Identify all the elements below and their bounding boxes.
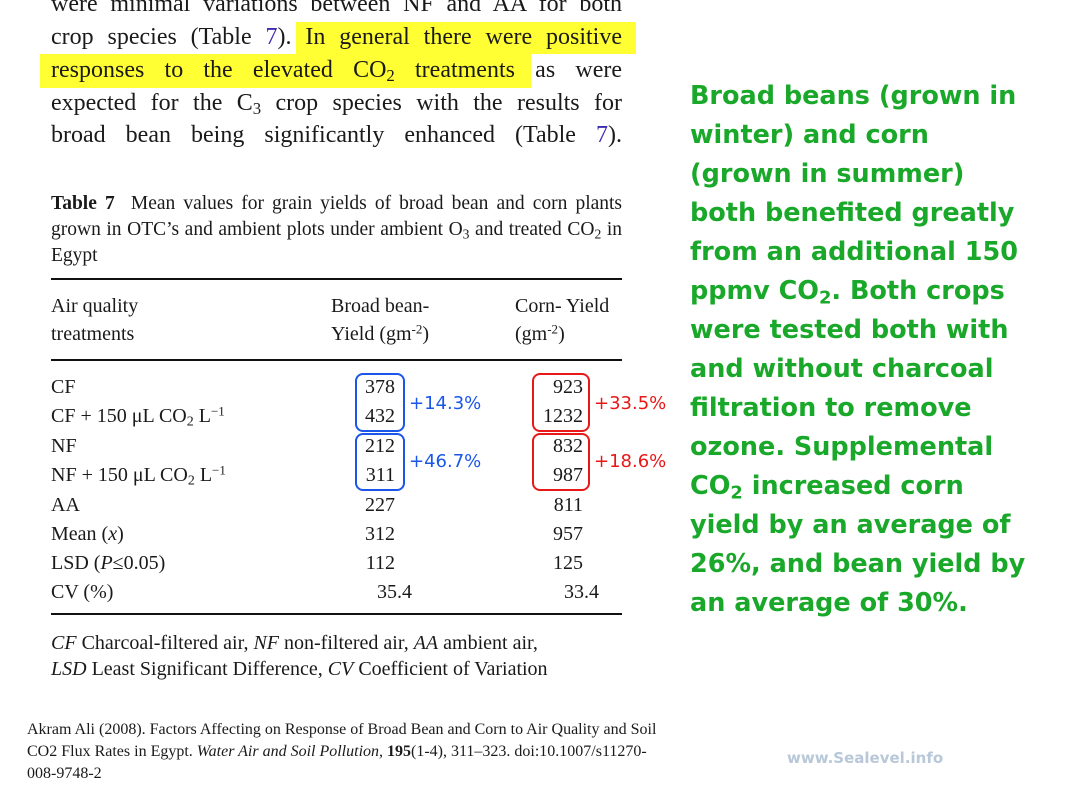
table-footnote: CF Charcoal-filtered air, NF non-filtere… xyxy=(51,632,538,654)
row-label: LSD (P≤0.05) xyxy=(51,552,166,574)
paragraph-line: expected for the C3 crop species with th… xyxy=(51,90,622,119)
corn-yield-cell: 811 xyxy=(553,494,583,516)
paragraph-line: responses to the elevated CO2 treatments… xyxy=(51,57,622,86)
bean-yield-cell: 432 xyxy=(365,405,395,427)
bean-yield-cell: 212 xyxy=(365,435,395,457)
row-label: NF xyxy=(51,435,77,457)
corn-yield-cell: 987 xyxy=(553,464,583,486)
row-label: Mean (x) xyxy=(51,523,124,545)
bean-yield-cell: 227 xyxy=(365,494,395,516)
bean-yield-cell: 35.4 xyxy=(377,581,412,603)
corn-yield-cell: 923 xyxy=(553,376,583,398)
bean-nf-increase: +46.7% xyxy=(409,451,482,472)
header-corn: Corn- Yield (gm-2) xyxy=(515,295,610,345)
bean-yield-cell: 312 xyxy=(365,523,395,545)
bean-cf-increase: +14.3% xyxy=(409,393,482,414)
bean-yield-cell: 112 xyxy=(365,552,395,574)
corn-yield-cell: 125 xyxy=(553,552,583,574)
table-link[interactable]: 7 xyxy=(265,24,278,50)
table-link[interactable]: 7 xyxy=(596,122,608,148)
corn-cf-increase: +33.5% xyxy=(594,393,667,414)
paragraph-line: were minimal variations between NF and A… xyxy=(51,0,622,17)
table-bottom-rule xyxy=(51,613,622,615)
row-label: CV (%) xyxy=(51,581,114,603)
bean-yield-cell: 378 xyxy=(365,376,395,398)
bean-nf-box xyxy=(355,433,405,491)
corn-yield-cell: 832 xyxy=(553,435,583,457)
corn-yield-cell: 33.4 xyxy=(564,581,599,603)
row-label: AA xyxy=(51,494,80,516)
paragraph-line: crop species (Table 7). In general there… xyxy=(51,24,622,50)
highlight-1 xyxy=(296,22,636,54)
table-caption: Table 7 Mean values for grain yields of … xyxy=(51,193,623,266)
citation: Akram Ali (2008). Factors Affecting on R… xyxy=(27,721,657,782)
corn-nf-increase: +18.6% xyxy=(594,451,667,472)
commentary: Broad beans (grown in winter) and corn (… xyxy=(690,81,1026,618)
corn-cf-box xyxy=(532,373,590,432)
bean-yield-cell: 311 xyxy=(365,464,395,486)
watermark: www.Sealevel.info xyxy=(787,749,944,767)
table-footnote: LSD Least Significant Difference, CV Coe… xyxy=(51,658,548,680)
bean-cf-box xyxy=(355,373,405,432)
table-top-rule xyxy=(51,278,622,280)
table-header-rule xyxy=(51,359,622,361)
highlight-2 xyxy=(40,54,531,88)
header-air-quality: Air quality treatments xyxy=(51,295,139,345)
row-label: NF + 150 μL CO2 L−1 xyxy=(51,462,226,489)
row-label: CF xyxy=(51,376,76,398)
row-label: CF + 150 μL CO2 L−1 xyxy=(51,403,225,430)
corn-yield-cell: 957 xyxy=(553,523,583,545)
header-broad-bean: Broad bean- Yield (gm-2) xyxy=(331,295,430,345)
paragraph-line: broad bean being significantly enhanced … xyxy=(51,122,622,148)
corn-nf-box xyxy=(532,433,590,491)
corn-yield-cell: 1232 xyxy=(543,405,583,427)
